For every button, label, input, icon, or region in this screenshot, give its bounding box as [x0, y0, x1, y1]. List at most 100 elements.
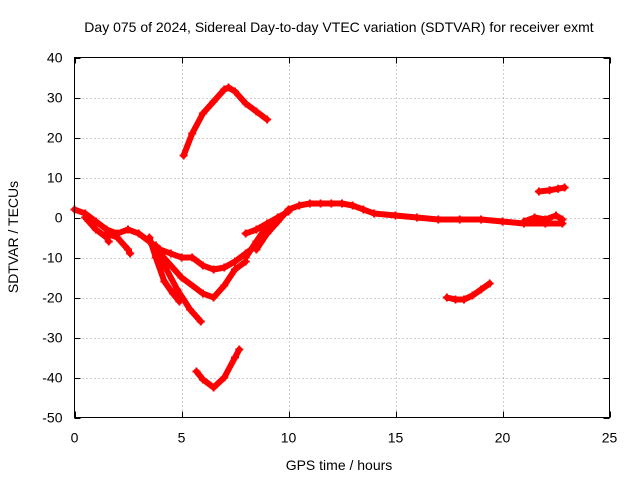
data-point: [284, 207, 293, 216]
series-arc-rise-c: [252, 217, 282, 254]
data-point: [519, 217, 528, 226]
y-tick-label: -50: [42, 410, 62, 426]
data-point: [231, 257, 239, 266]
data-point: [91, 217, 100, 226]
data-point: [391, 211, 400, 220]
y-tick-label: 40: [47, 50, 63, 66]
axis-ticks: [74, 57, 611, 419]
x-tick-label: 15: [388, 430, 404, 446]
y-tick-label: 30: [47, 90, 63, 106]
x-tick-label: 20: [495, 430, 511, 446]
series-arc-late-high: [534, 183, 569, 196]
data-point: [231, 87, 239, 96]
x-tick-label: 0: [71, 430, 79, 446]
data-point: [541, 215, 550, 224]
series-line: [103, 230, 134, 257]
data-point: [560, 183, 569, 192]
series-line: [146, 238, 249, 301]
data-point: [498, 217, 507, 226]
x-axis-label: GPS time / hours: [286, 457, 393, 473]
data-point: [209, 293, 218, 302]
data-point: [263, 229, 272, 238]
data-point: [220, 85, 229, 94]
data-point: [241, 99, 250, 108]
x-tick-label: 5: [178, 430, 186, 446]
y-tick-label: -40: [42, 370, 62, 386]
data-point: [220, 281, 229, 290]
series-arc-upper: [179, 83, 272, 160]
data-point: [235, 345, 244, 354]
data-point: [209, 265, 218, 274]
data-point: [530, 213, 539, 222]
data-point: [552, 211, 560, 220]
data-point: [179, 151, 188, 160]
data-point: [196, 317, 205, 326]
data-point: [124, 225, 132, 234]
data-point: [156, 249, 165, 258]
data-point: [160, 277, 169, 286]
data-point: [241, 229, 250, 238]
data-point: [359, 205, 368, 214]
data-point: [451, 295, 460, 304]
data-point: [134, 229, 143, 238]
data-point: [145, 237, 154, 246]
data-point: [91, 225, 100, 234]
data-point: [477, 285, 486, 294]
tick-labels: 0 5 10 15 20 25 -50 -40 -30 -20 -10 0 10 20 30 40: [42, 50, 617, 446]
x-tick-label: 25: [602, 430, 618, 446]
series-arc-dip-e: [145, 237, 250, 302]
series-arc-late-mid: [519, 211, 567, 226]
data-point: [81, 213, 90, 222]
data-point: [231, 353, 239, 362]
data-point: [166, 249, 175, 258]
data-point: [220, 373, 229, 382]
y-tick-label: -10: [42, 250, 62, 266]
y-tick-label: 10: [47, 170, 63, 186]
data-point: [338, 199, 346, 208]
data-point: [177, 273, 186, 282]
data-point: [173, 285, 182, 294]
data-point: [177, 253, 186, 262]
data-point: [545, 186, 554, 195]
data-point: [209, 97, 218, 106]
data-series: [70, 83, 569, 392]
data-point: [113, 233, 122, 242]
data-point: [188, 129, 197, 138]
series-arc-late-low: [442, 279, 494, 304]
data-point: [252, 245, 261, 254]
data-point: [485, 279, 494, 288]
data-point: [263, 115, 272, 124]
data-point: [459, 295, 468, 304]
data-point: [198, 109, 207, 118]
data-point: [327, 199, 336, 208]
data-point: [209, 383, 218, 392]
data-point: [558, 215, 567, 224]
data-point: [442, 293, 451, 302]
data-point: [370, 209, 379, 218]
data-point: [198, 289, 207, 298]
data-point: [231, 265, 239, 274]
data-point: [468, 291, 477, 300]
data-point: [263, 219, 272, 228]
chart-title: Day 075 of 2024, Sidereal Day-to-day VTE…: [84, 19, 593, 35]
series-arc-lower: [192, 345, 244, 392]
x-tick-label: 10: [281, 430, 297, 446]
y-axis-label: SDTVAR / TECUs: [5, 181, 21, 293]
data-point: [273, 217, 282, 226]
data-point: [104, 237, 113, 246]
series-line: [82, 214, 112, 245]
y-tick-label: 20: [47, 130, 63, 146]
data-point: [198, 375, 207, 384]
data-point: [348, 201, 357, 210]
data-point: [126, 249, 135, 258]
series-arc-dip-b: [102, 229, 135, 258]
data-point: [305, 199, 314, 208]
data-point: [295, 201, 304, 210]
plot-frame: [74, 57, 610, 418]
data-point: [477, 215, 486, 224]
grid-lines: [74, 57, 610, 418]
data-point: [412, 213, 421, 222]
data-point: [241, 253, 250, 262]
